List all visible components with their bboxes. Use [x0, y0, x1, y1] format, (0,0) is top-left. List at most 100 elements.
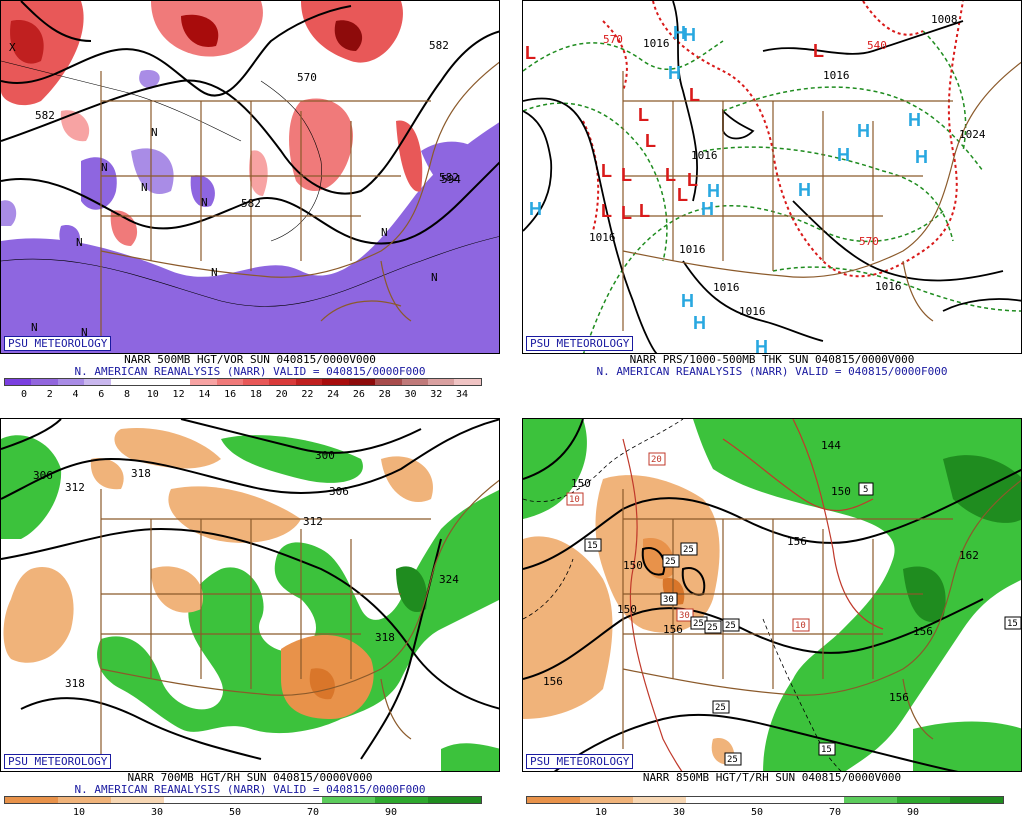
scale-tick-label: 16	[224, 389, 237, 400]
scale-swatch	[348, 379, 376, 385]
high-marker: H	[857, 121, 870, 141]
scale-swatch	[216, 797, 270, 803]
map-pressure-thickness: 1016 1016 1016 1016 1016 1016 1016 1016 …	[522, 0, 1022, 354]
isobar-label: 1016	[739, 305, 766, 318]
psu-meteorology-badge: PSU METEOROLOGY	[4, 754, 112, 769]
scale-tick-label: 30	[672, 807, 686, 818]
humidity-scale-ticks: 10 30 50 70 90	[4, 807, 482, 819]
center-mark: N	[141, 181, 148, 194]
temp-box: 15	[818, 742, 836, 756]
scale-tick-label: 20	[275, 389, 288, 400]
scale-swatch	[844, 797, 898, 803]
contour-label: 156	[889, 691, 909, 704]
map-title: NARR PRS/1000-500MB THK SUN 040815/0000V…	[629, 353, 915, 366]
political-boundaries	[622, 61, 1021, 331]
contour-labels: 150 156 144 150 156 162 150 150 156 156 …	[543, 439, 979, 704]
scale-swatch	[269, 797, 323, 803]
scale-swatch	[84, 379, 111, 385]
thickness-labels: 570 540 570	[603, 33, 887, 248]
humidity-color-scale	[526, 796, 1004, 804]
temp-label: 10	[569, 495, 580, 505]
center-mark: N	[31, 321, 38, 334]
contour-label: 318	[65, 677, 85, 690]
temperature-labels: 20 10 15 25 25 30 30 25 25 25 10 25 25 1…	[566, 452, 1021, 766]
scale-tick-label: 26	[352, 389, 365, 400]
temp-label: 25	[707, 623, 718, 633]
scale-swatch	[428, 797, 482, 803]
thickness-label: 570	[603, 33, 623, 46]
contour-label: 570	[297, 71, 317, 84]
low-marker: L	[665, 165, 676, 185]
contour-label: 306	[329, 485, 349, 498]
contour-label: 318	[375, 631, 395, 644]
contour-label: 150	[831, 485, 851, 498]
scale-swatch	[322, 797, 376, 803]
scale-tick-label: 0	[20, 389, 28, 400]
scale-swatch	[375, 797, 429, 803]
temp-box: 10	[566, 492, 584, 506]
scale-swatch	[5, 797, 58, 803]
contour-label: 156	[543, 675, 563, 688]
map-validity: N. AMERICAN REANALYSIS (NARR) VALID = 04…	[596, 365, 948, 378]
isobar-label: 1016	[643, 37, 670, 50]
low-marker: L	[689, 85, 700, 105]
scale-swatch	[110, 379, 138, 385]
high-pressure-marks: H H H H H H H H H H H H H H	[529, 23, 928, 353]
temp-box: 15	[584, 538, 602, 552]
high-marker: H	[701, 199, 714, 219]
contour-label: 150	[571, 477, 591, 490]
temp-label: 25	[683, 545, 694, 555]
isobars	[523, 1, 1021, 353]
scale-swatch	[322, 379, 349, 385]
low-marker: L	[645, 131, 656, 151]
scale-tick-label: 90	[384, 807, 398, 818]
scale-tick-label: 90	[906, 807, 920, 818]
low-marker: L	[525, 43, 536, 63]
contour-label: 306	[33, 469, 53, 482]
contour-label: 318	[131, 467, 151, 480]
scale-swatch	[897, 797, 951, 803]
contour-label: 324	[439, 573, 459, 586]
scale-tick-label: 14	[198, 389, 211, 400]
high-marker: H	[915, 147, 928, 167]
center-mark: N	[76, 236, 83, 249]
temp-box: 25	[680, 542, 698, 556]
temp-label: 25	[665, 557, 676, 567]
scale-swatch	[5, 379, 32, 385]
center-mark: N	[151, 126, 158, 139]
temp-label: 10	[795, 621, 806, 631]
thickness-540-570	[582, 1, 964, 278]
scale-swatch	[375, 379, 402, 385]
temp-label: 25	[725, 621, 736, 631]
temp-label: 25	[715, 703, 726, 713]
scale-tick-label: 32	[430, 389, 443, 400]
scale-tick-label: 24	[327, 389, 340, 400]
scale-swatch	[454, 379, 481, 385]
temp-label: 15	[1007, 619, 1018, 629]
scale-tick-label: 30	[150, 807, 164, 818]
low-marker: L	[638, 105, 649, 125]
isobar-label: 1016	[691, 149, 718, 162]
scale-swatch	[295, 379, 323, 385]
scale-swatch	[216, 379, 243, 385]
temp-label: 20	[651, 455, 662, 465]
temp-label: 25	[727, 755, 738, 765]
center-mark: X	[9, 41, 16, 54]
temperature-contours-cool	[523, 419, 842, 771]
scale-tick-label: 10	[72, 807, 86, 818]
low-marker: L	[601, 201, 612, 221]
temp-box: 25	[722, 618, 740, 632]
isobar-labels: 1016 1016 1016 1016 1016 1016 1016 1016 …	[589, 13, 986, 318]
panel-pressure-thickness: 1016 1016 1016 1016 1016 1016 1016 1016 …	[522, 0, 1022, 400]
contour-label: 312	[303, 515, 323, 528]
isobar-label: 1016	[823, 69, 850, 82]
scale-swatch	[110, 797, 164, 803]
contour-label: 594	[441, 173, 461, 186]
contour-labels: 306 312 318 300 306 312 324 318 318	[33, 449, 459, 690]
high-marker: H	[673, 23, 686, 43]
scale-swatch	[269, 379, 296, 385]
temperature-contours-warm	[622, 419, 884, 771]
temp-label: 15	[587, 541, 598, 551]
map-title: NARR 700MB HGT/RH SUN 040815/0000V000	[127, 771, 373, 784]
high-marker: H	[529, 199, 542, 219]
